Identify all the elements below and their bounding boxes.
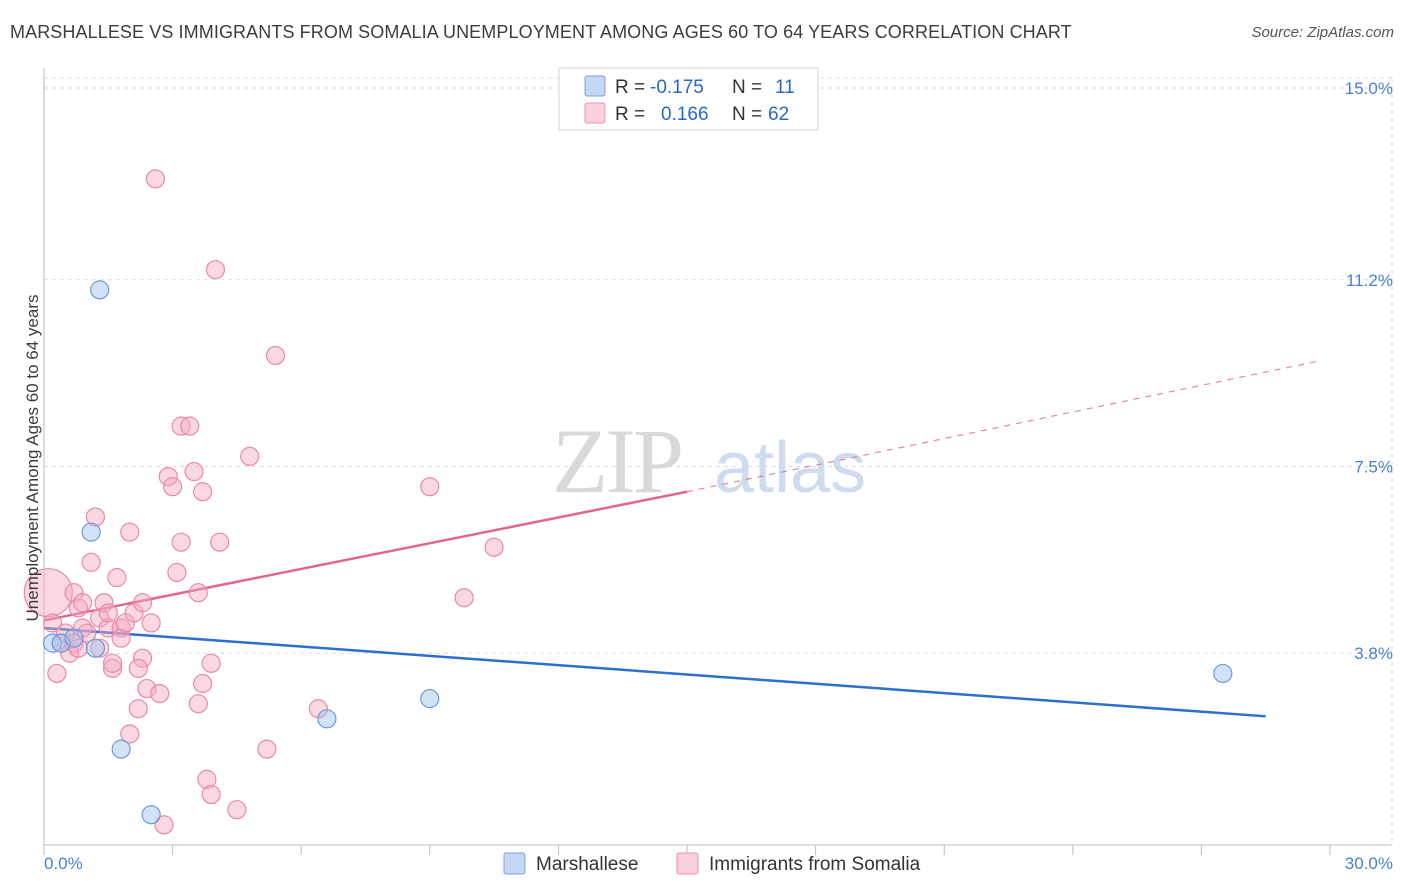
watermark: ZIP atlas — [552, 410, 866, 512]
source-credit: Source: ZipAtlas.com — [1251, 24, 1394, 41]
data-point-somalia-22 — [111, 628, 131, 648]
data-point-somalia-44 — [193, 673, 213, 694]
data-point-somalia-10 — [72, 593, 93, 613]
data-point-somalia-58 — [484, 537, 504, 557]
data-point-somalia-53 — [257, 739, 277, 759]
data-point-somalia-46 — [197, 769, 217, 789]
data-point-somalia-48 — [201, 653, 221, 673]
data-point-somalia-56 — [420, 477, 440, 497]
data-points — [23, 169, 1233, 835]
x-tick-label-min: 0.0% — [44, 854, 83, 873]
data-point-somalia-11 — [77, 623, 97, 643]
data-point-somalia-24 — [120, 724, 140, 744]
legend-n-label-somalia: N = — [732, 104, 762, 125]
data-point-marshallese-7 — [141, 805, 161, 825]
data-point-somalia-33 — [150, 683, 170, 704]
y-axis-label: Unemployment Among Ages 60 to 64 years — [23, 295, 42, 622]
data-point-somalia-43 — [188, 583, 208, 603]
x-tick-label-max: 30.0% — [1345, 854, 1393, 873]
y-tick-label-0: 3.8% — [1354, 644, 1393, 663]
data-point-somalia-50 — [210, 532, 230, 552]
data-point-somalia-1 — [42, 613, 63, 633]
data-point-marshallese-8 — [317, 709, 337, 729]
data-point-somalia-16 — [94, 593, 114, 613]
legend-r-label-marshallese: R = — [615, 77, 645, 98]
legend-r-label-somalia: R = — [615, 104, 645, 125]
data-point-marshallese-6 — [111, 739, 131, 759]
legend-swatch-marshallese — [584, 75, 606, 97]
data-point-somalia-19 — [102, 653, 123, 673]
legend-n-value-marshallese: 11 — [775, 77, 795, 98]
data-point-somalia-12 — [81, 552, 101, 572]
data-point-somalia-15 — [90, 638, 110, 658]
data-point-somalia-47 — [201, 784, 221, 805]
data-point-somalia-37 — [167, 562, 187, 583]
legend-correlation: R = -0.175 N = 11 R = 0.166 N = 62 — [558, 67, 819, 131]
legend-n-value-somalia: 62 — [768, 104, 789, 125]
legend-r-value-somalia: 0.166 — [661, 104, 709, 125]
bottom-legend-label-somalia: Immigrants from Somalia — [709, 854, 921, 875]
data-point-somalia-0 — [23, 568, 73, 618]
data-point-somalia-52 — [240, 446, 260, 467]
data-point-somalia-18 — [102, 658, 123, 678]
data-point-somalia-61 — [128, 658, 148, 678]
data-point-somalia-2 — [47, 663, 67, 684]
data-point-somalia-49 — [205, 260, 226, 280]
data-point-somalia-13 — [85, 507, 106, 527]
chart-title: MARSHALLESE VS IMMIGRANTS FROM SOMALIA U… — [10, 22, 1072, 42]
bottom-legend-swatch-marshallese — [503, 852, 526, 875]
data-point-marshallese-3 — [85, 638, 106, 658]
legend-series: Marshallese Immigrants from Somalia — [503, 852, 921, 875]
y-tick-labels: 3.8% 7.5% 11.2% 15.0% — [1345, 79, 1393, 663]
data-point-somalia-25 — [120, 522, 140, 542]
data-point-somalia-36 — [163, 477, 183, 497]
y-tick-label-1: 7.5% — [1354, 458, 1393, 477]
data-point-somalia-29 — [132, 648, 153, 668]
data-point-somalia-31 — [141, 613, 161, 633]
data-point-marshallese-4 — [90, 280, 110, 300]
data-point-somalia-54 — [265, 345, 286, 366]
data-point-marshallese-9 — [420, 689, 440, 709]
data-point-somalia-60 — [98, 603, 118, 623]
trend-line-0 — [43, 626, 1266, 718]
trend-lines — [43, 359, 1322, 718]
legend-n-label-marshallese: N = — [732, 77, 762, 98]
data-point-somalia-20 — [107, 567, 127, 588]
y-tick-label-2: 11.2% — [1346, 271, 1393, 290]
data-point-somalia-28 — [132, 593, 153, 613]
data-point-somalia-57 — [454, 588, 474, 608]
legend-r-value-marshallese: -0.175 — [650, 77, 704, 98]
data-point-somalia-35 — [158, 466, 178, 487]
data-point-somalia-51 — [227, 800, 247, 820]
data-point-somalia-34 — [154, 815, 174, 835]
trend-line-extension-1 — [686, 359, 1322, 493]
x-tick-labels: 0.0% 30.0% — [44, 854, 1393, 873]
data-point-somalia-41 — [184, 461, 204, 482]
bottom-legend-swatch-somalia — [676, 852, 699, 875]
svg-text:ZIP: ZIP — [552, 410, 681, 512]
data-point-somalia-45 — [193, 482, 213, 502]
axes — [43, 68, 1392, 855]
data-point-somalia-30 — [137, 678, 157, 699]
data-point-marshallese-2 — [64, 628, 84, 648]
legend-swatch-somalia — [584, 102, 606, 124]
data-point-somalia-38 — [171, 532, 191, 552]
data-point-somalia-27 — [128, 699, 148, 719]
bottom-legend-label-marshallese: Marshallese — [536, 854, 638, 875]
data-point-marshallese-10 — [1213, 663, 1233, 684]
data-point-marshallese-5 — [81, 522, 101, 542]
data-point-marshallese-1 — [51, 633, 71, 653]
data-point-somalia-40 — [180, 416, 200, 436]
data-point-somalia-42 — [188, 694, 208, 714]
y-tick-label-3: 15.0% — [1345, 79, 1393, 98]
data-point-somalia-32 — [145, 169, 166, 189]
svg-text:atlas: atlas — [714, 428, 866, 508]
